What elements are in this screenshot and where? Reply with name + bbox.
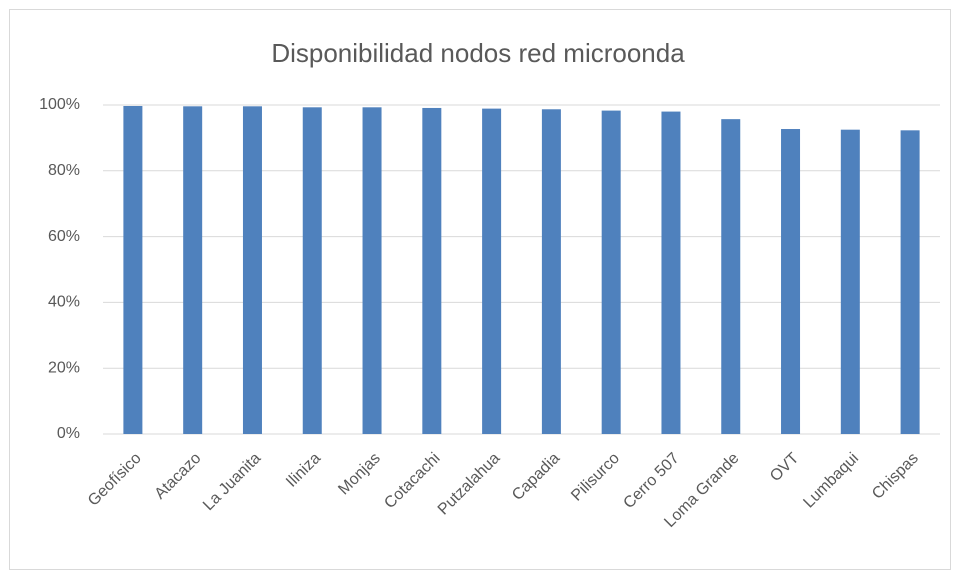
y-tick-label: 80% <box>48 162 80 179</box>
chart-border <box>9 9 951 570</box>
bar <box>362 107 382 434</box>
y-tick-label: 60% <box>48 228 80 245</box>
bar <box>541 109 561 434</box>
y-tick-label: 100% <box>39 96 80 113</box>
y-tick-label: 20% <box>48 359 80 376</box>
y-tick-label: 40% <box>48 294 80 311</box>
bar <box>840 129 860 435</box>
bar <box>242 106 262 434</box>
bar <box>482 108 502 434</box>
bar <box>781 129 801 434</box>
bar <box>183 106 203 434</box>
bar <box>721 119 741 434</box>
bar <box>422 107 442 434</box>
y-tick-label: 0% <box>57 425 80 442</box>
chart-title: Disponibilidad nodos red microonda <box>271 38 685 68</box>
bar <box>302 107 322 434</box>
bar <box>123 105 143 434</box>
bar <box>661 111 681 434</box>
bar <box>900 130 920 434</box>
bar <box>601 110 621 434</box>
